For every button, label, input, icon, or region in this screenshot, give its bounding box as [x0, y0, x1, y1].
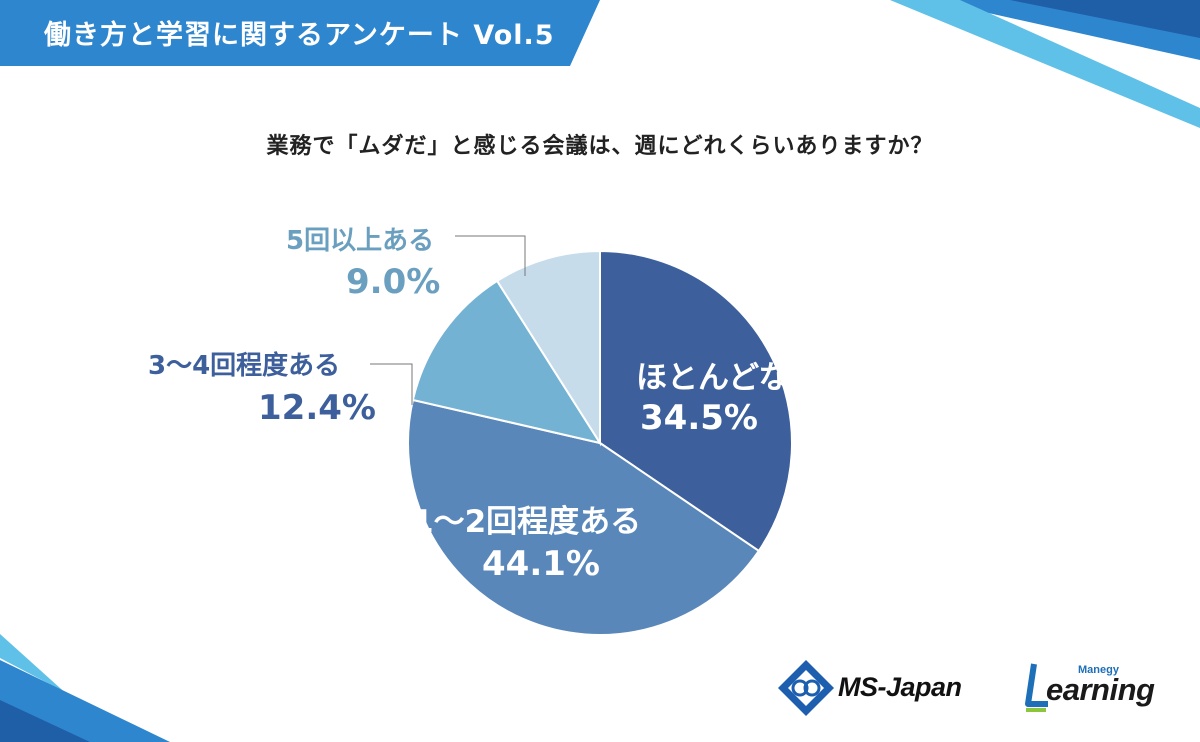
manegy-logo-text: Manegy	[1078, 664, 1119, 676]
header-banner	[0, 0, 600, 66]
learning-logo-mark	[1025, 663, 1048, 712]
pie-slice-1-2	[407, 398, 761, 636]
slice-label-hotondo: ほとんどない	[636, 360, 821, 396]
slice-label-5plus: 5回以上ある	[286, 226, 435, 256]
ms-japan-logo-mark	[778, 660, 834, 716]
leader-line-3-4	[370, 363, 413, 405]
question-title: 業務で「ムダだ」と感じる会議は、週にどれくらいありますか？	[266, 134, 934, 159]
slice-label-1-2: 1〜2回程度ある	[412, 504, 642, 540]
pie-slice-hotondo	[599, 249, 793, 553]
slice-value-5plus: 9.0%	[346, 262, 441, 302]
learning-logo-text: earning	[1046, 672, 1155, 707]
ms-japan-logo-text: MS-Japan	[838, 672, 962, 702]
header-title: 働き方と学習に関するアンケート Vol.5	[44, 20, 555, 51]
slice-value-1-2: 44.1%	[482, 544, 600, 584]
slice-label-3-4: 3〜4回程度ある	[148, 351, 341, 381]
slice-value-hotondo: 34.5%	[640, 398, 758, 438]
pie-slice-3-4	[411, 279, 603, 445]
pie-slice-5plus	[495, 249, 601, 447]
leader-line-5plus	[455, 235, 526, 276]
slice-value-3-4: 12.4%	[258, 388, 376, 428]
